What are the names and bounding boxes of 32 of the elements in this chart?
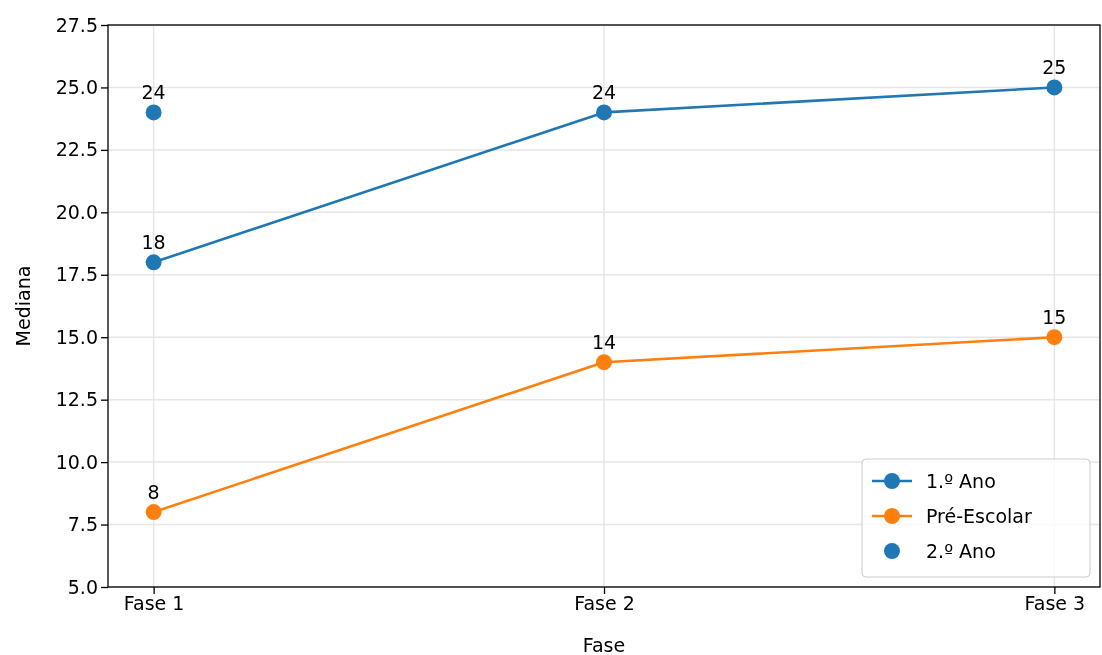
data-label: 18 [141,231,166,254]
legend-label: 1.º Ano [926,470,996,492]
point [145,254,162,271]
point [596,104,612,121]
y-tick-label: 10.0 [55,450,98,473]
point [1046,329,1063,346]
y-tick-label: 15.0 [55,325,98,348]
y-tick-label: 17.5 [55,263,98,286]
point [145,104,162,121]
y-tick-label: 5.0 [67,575,98,598]
data-label: 24 [591,81,617,104]
data-label: 14 [591,331,617,354]
x-axis-title: Fase [582,634,626,655]
y-tick-label: 20.0 [55,200,98,223]
y-tick-label: 27.5 [55,13,98,36]
data-label: 15 [1042,306,1067,329]
y-tick-label: 25.0 [55,76,98,99]
data-label: 24 [141,81,166,104]
data-label: 8 [147,481,160,504]
point [1046,79,1063,96]
y-axis-title: Mediana [12,265,34,347]
y-tick-label: 12.5 [55,388,98,411]
legend-label: Pré-Escolar [926,505,1032,527]
y-tick-label: 7.5 [67,513,98,536]
point [145,504,162,521]
point [596,354,612,371]
data-label: 25 [1042,56,1067,79]
x-tick-label: Fase 3 [1024,592,1086,615]
y-tick-label: 22.5 [55,138,98,161]
x-tick-label: Fase 2 [574,592,635,615]
x-tick-label: Fase 1 [123,592,185,615]
legend-label: 2.º Ano [926,540,996,562]
